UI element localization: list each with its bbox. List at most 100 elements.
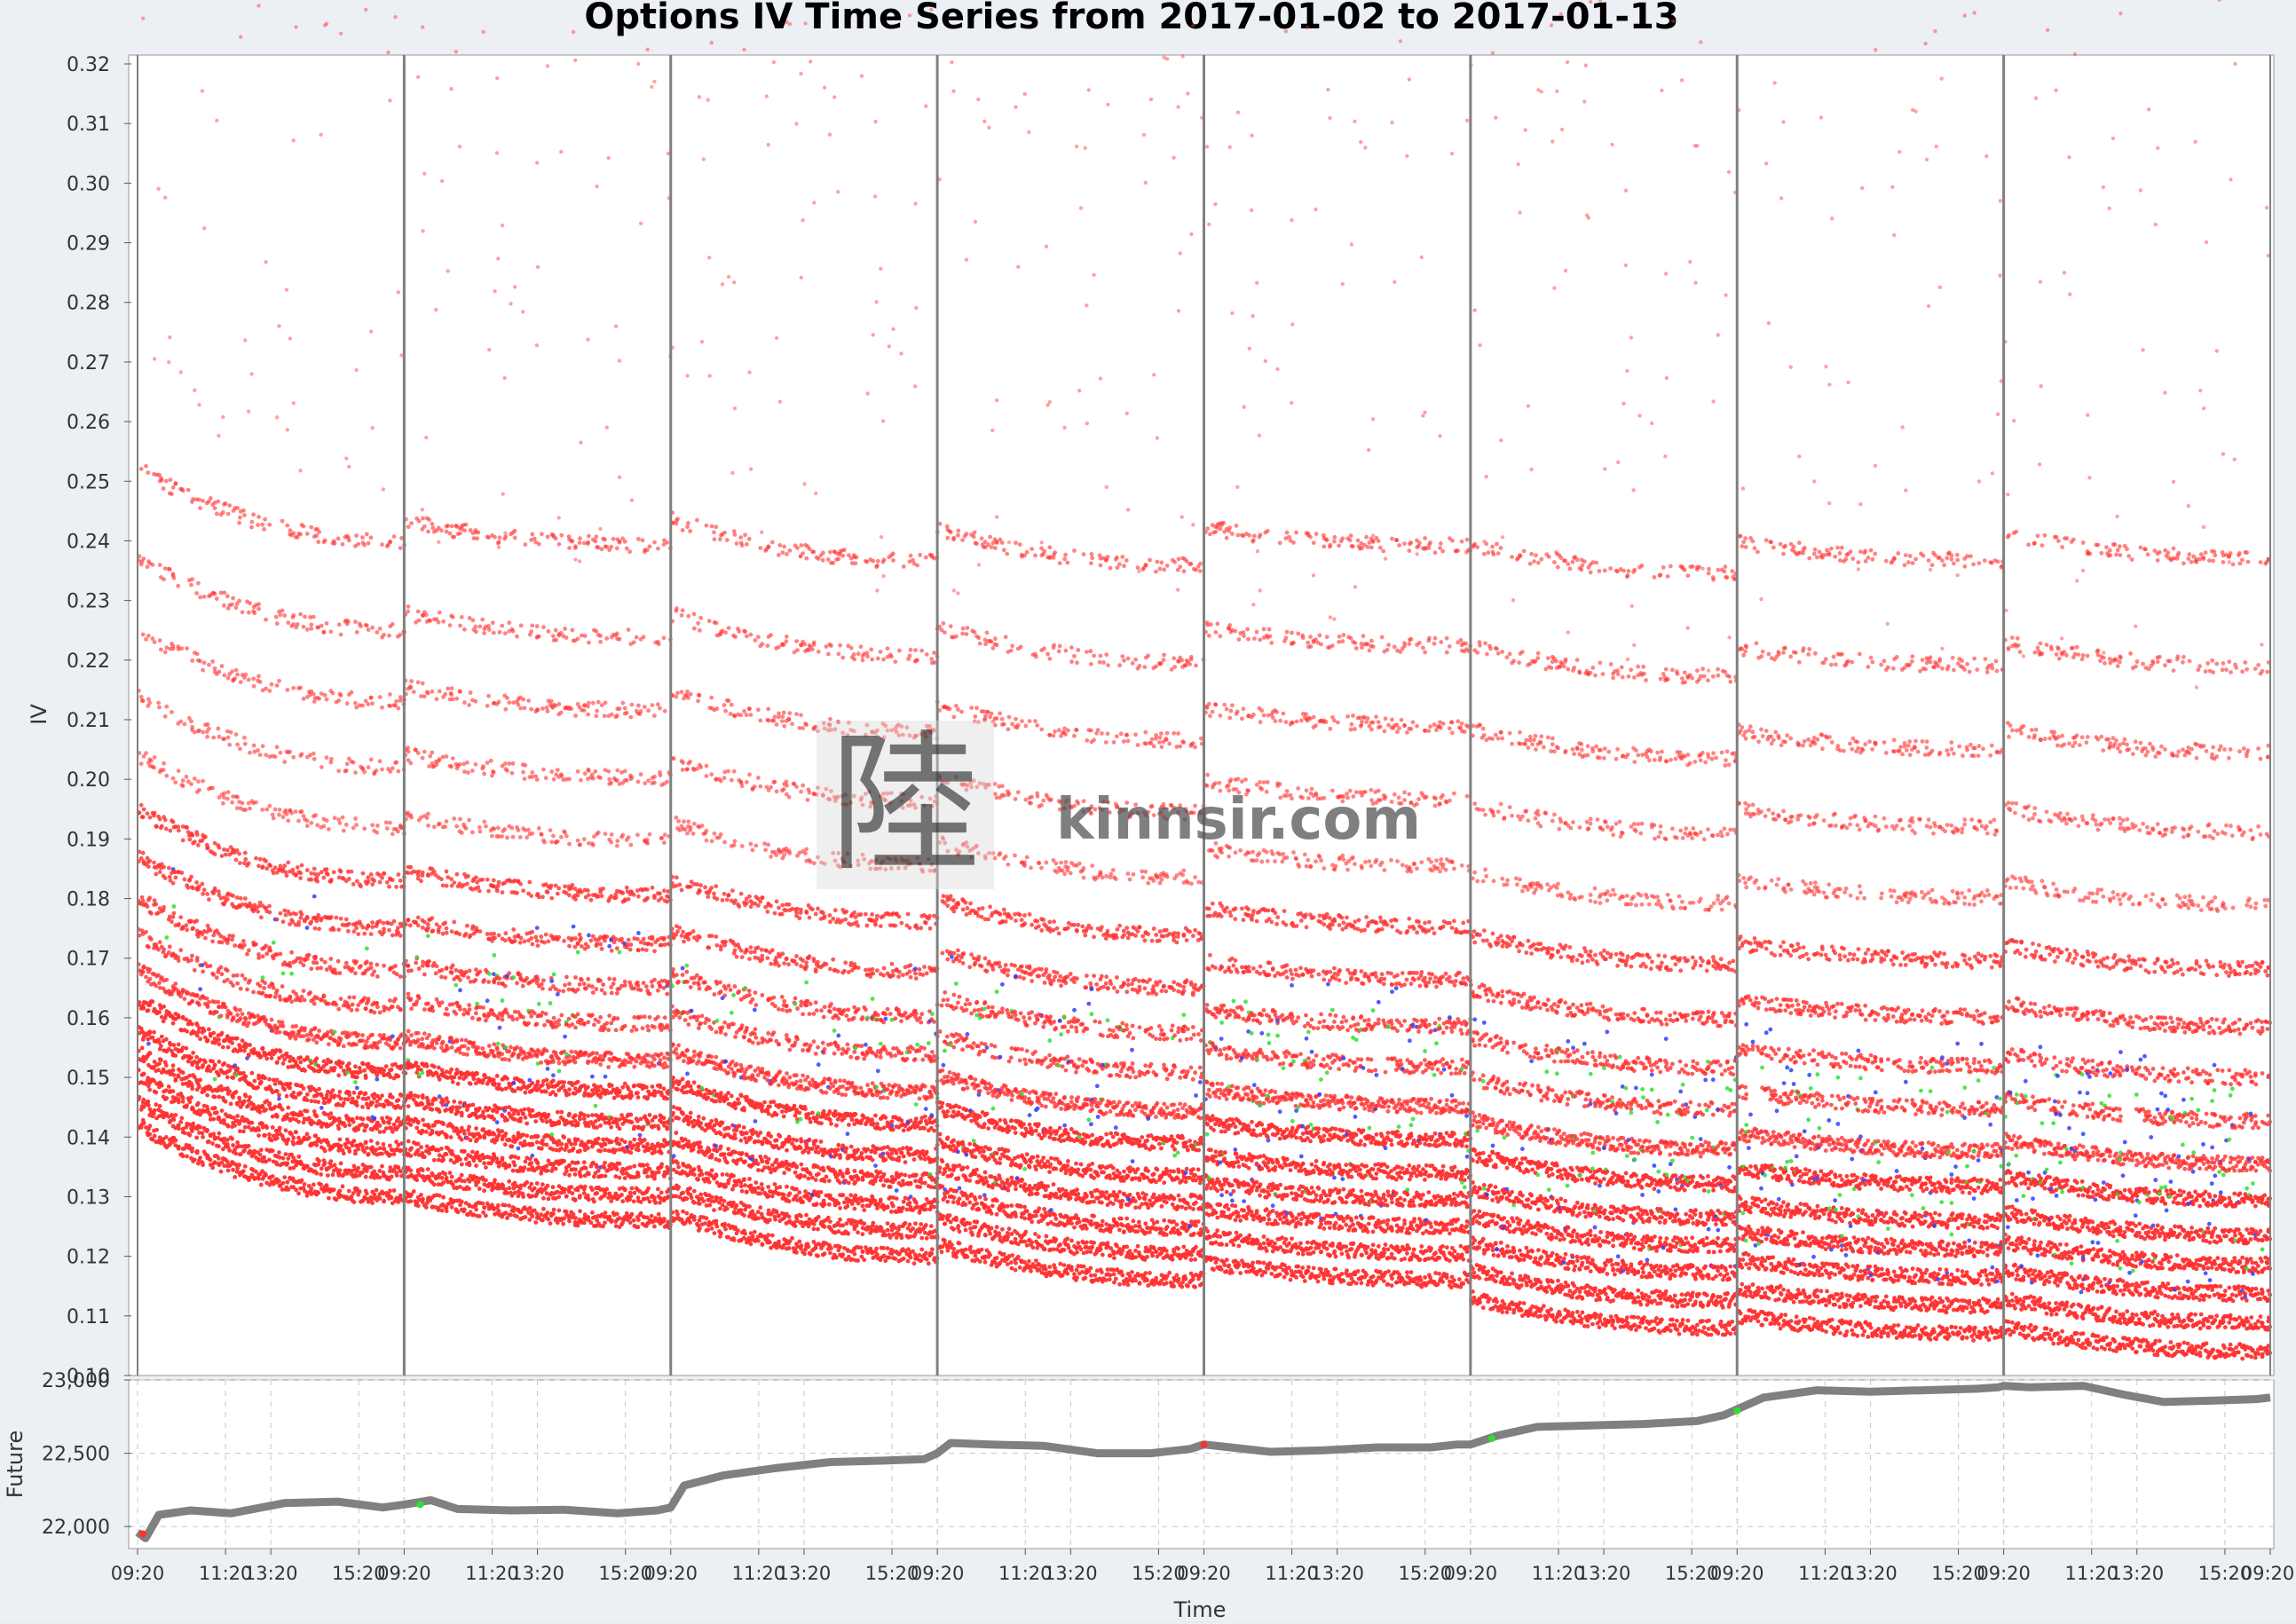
otm-iv-point (526, 1168, 531, 1172)
otm-iv-point (309, 1099, 313, 1103)
otm-iv-point (497, 934, 501, 938)
otm-iv-point (464, 1156, 469, 1161)
otm-iv-point (505, 696, 509, 700)
otm-iv-point (369, 696, 374, 700)
otm-iv-point (160, 824, 164, 829)
otm-iv-point (153, 640, 157, 644)
otm-iv-point (333, 1093, 337, 1098)
otm-iv-point (171, 777, 176, 781)
otm-iv-point (177, 829, 181, 833)
otm-iv-point (162, 768, 166, 772)
otm-iv-point (339, 633, 343, 637)
otm-iv-point (285, 1162, 289, 1166)
otm-iv-point (375, 1104, 379, 1108)
otm-iv-point (474, 978, 478, 982)
otm-iv-point (460, 1200, 464, 1204)
itm-iv-point (426, 934, 430, 938)
otm-iv-point (243, 857, 248, 862)
otm-iv-point (305, 532, 310, 536)
otm-iv-point (207, 1000, 211, 1005)
otm-iv-point (443, 824, 447, 829)
otm-iv-point (333, 1163, 337, 1168)
otm-iv-point (296, 923, 301, 927)
otm-iv-point (408, 761, 413, 766)
otm-iv-point (470, 1016, 475, 1021)
otm-iv-point (277, 1129, 281, 1133)
otm-iv-point (264, 1018, 268, 1022)
otm-iv-point (430, 1131, 434, 1135)
otm-iv-point (185, 1046, 189, 1051)
otm-iv-point (207, 1139, 211, 1144)
otm-iv-point (235, 895, 240, 900)
otm-iv-point (521, 1081, 525, 1085)
otm-iv-point (303, 615, 307, 619)
otm-iv-point (443, 692, 447, 697)
otm-iv-point (476, 885, 480, 889)
otm-iv-point (392, 1152, 397, 1156)
otm-iv-point (375, 831, 379, 835)
otm-iv-point (147, 859, 152, 863)
otm-iv-point (417, 519, 422, 524)
otm-iv-point (294, 809, 298, 814)
otm-iv-point (426, 872, 430, 877)
otm-iv-point (367, 765, 371, 769)
otm-iv-point (551, 834, 556, 839)
otm-iv-point (529, 629, 533, 634)
otm-iv-point (277, 1150, 281, 1155)
otm-iv-point (394, 699, 398, 704)
otm-iv-point (300, 1113, 304, 1117)
otm-iv-point (382, 871, 386, 876)
otm-iv-point (445, 1152, 449, 1156)
otm-iv-point (242, 1100, 247, 1104)
otm-iv-point (472, 1041, 477, 1045)
otm-iv-point (396, 872, 400, 877)
otm-iv-point (359, 1091, 363, 1095)
otm-iv-outlier (513, 285, 517, 288)
otm-iv-point (190, 658, 194, 663)
otm-iv-point (189, 719, 193, 723)
atm-iv-point (549, 979, 554, 983)
otm-iv-point (213, 506, 217, 510)
otm-iv-point (441, 932, 446, 936)
otm-iv-point (351, 966, 355, 971)
otm-iv-point (146, 698, 151, 702)
otm-iv-point (438, 1077, 442, 1082)
otm-iv-point (281, 919, 286, 924)
otm-iv-point (195, 993, 200, 997)
otm-iv-point (439, 528, 444, 532)
otm-iv-point (493, 1054, 497, 1059)
otm-iv-point (195, 1149, 200, 1154)
otm-iv-point (158, 638, 162, 643)
otm-iv-point (339, 1037, 343, 1042)
otm-iv-point (172, 576, 177, 580)
otm-iv-point (141, 633, 146, 637)
otm-iv-point (351, 1120, 356, 1124)
otm-iv-point (552, 1016, 556, 1021)
otm-iv-point (323, 1161, 327, 1165)
otm-iv-point (196, 843, 201, 847)
otm-iv-point (470, 1150, 475, 1155)
otm-iv-point (446, 687, 450, 691)
otm-iv-point (416, 751, 421, 755)
otm-iv-point (362, 1129, 367, 1133)
otm-iv-outlier (292, 401, 296, 405)
otm-iv-point (391, 1005, 395, 1009)
otm-iv-point (346, 929, 351, 934)
otm-iv-point (451, 963, 455, 967)
otm-iv-point (217, 735, 222, 739)
otm-iv-outlier (193, 389, 196, 392)
otm-iv-point (530, 942, 534, 947)
otm-iv-outlier (416, 75, 420, 79)
otm-iv-point (154, 1128, 159, 1132)
otm-iv-point (178, 948, 183, 952)
otm-iv-point (202, 661, 207, 666)
otm-iv-point (198, 1058, 202, 1062)
otm-iv-point (443, 1172, 447, 1177)
otm-iv-point (467, 1186, 471, 1191)
otm-iv-point (226, 790, 231, 794)
otm-iv-outlier (421, 508, 424, 511)
otm-iv-point (196, 934, 201, 939)
otm-iv-point (454, 824, 459, 829)
otm-iv-point (185, 927, 189, 932)
